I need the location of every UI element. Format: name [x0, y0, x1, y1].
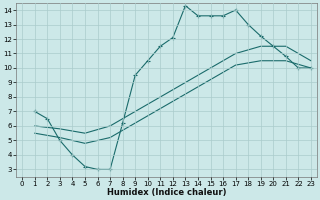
X-axis label: Humidex (Indice chaleur): Humidex (Indice chaleur) [107, 188, 226, 197]
